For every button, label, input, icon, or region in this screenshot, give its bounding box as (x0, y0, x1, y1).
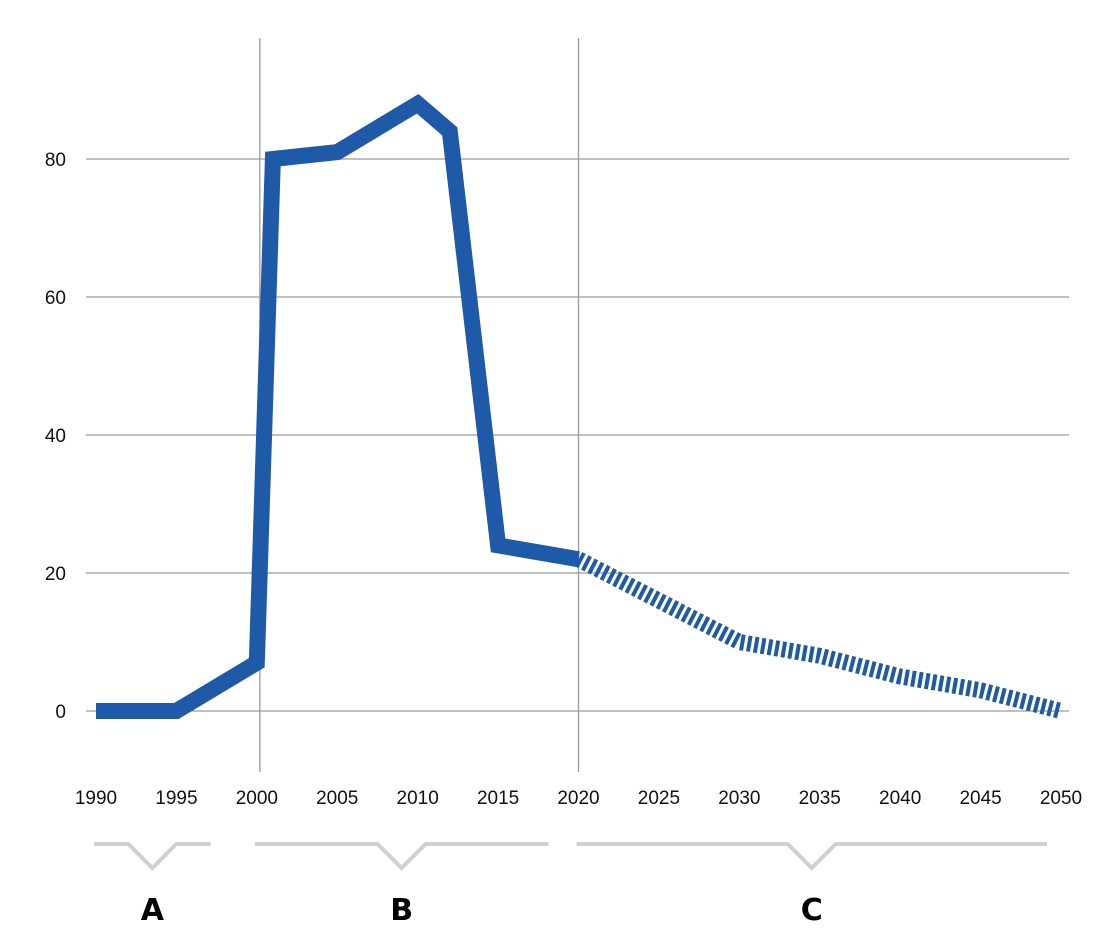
y-axis-ticks: 0 20 40 60 80 (45, 150, 66, 723)
x-tick-label: 1990 (75, 788, 117, 809)
period-brace (94, 842, 211, 871)
y-tick-label: 0 (55, 702, 66, 723)
x-tick-label: 2025 (638, 788, 680, 809)
period-label: C (801, 893, 823, 928)
grid-lines (86, 158, 1069, 712)
x-tick-label: 1995 (155, 788, 197, 809)
x-tick-label: 2030 (718, 788, 760, 809)
y-tick-label: 20 (45, 564, 66, 585)
period-braces (94, 842, 1047, 871)
period-brace (254, 842, 549, 871)
y-tick-label: 40 (45, 426, 66, 447)
x-axis-ticks: 1990 1995 2000 2005 2010 2015 2020 2025 2030 2035… (75, 788, 1082, 809)
x-tick-label: 2000 (236, 788, 278, 809)
x-tick-label: 2040 (879, 788, 921, 809)
period-labels: A B C (141, 893, 823, 928)
x-tick-label: 2045 (959, 788, 1001, 809)
projection-line (574, 552, 1063, 719)
period-brace (576, 842, 1047, 871)
period-label: B (390, 893, 413, 928)
historical-line (96, 93, 580, 719)
x-tick-label: 2020 (557, 788, 599, 809)
x-tick-label: 2035 (799, 788, 841, 809)
series-lines (96, 93, 1063, 719)
x-tick-label: 2010 (397, 788, 439, 809)
x-tick-label: 2005 (316, 788, 358, 809)
x-tick-label: 2015 (477, 788, 519, 809)
y-tick-label: 80 (45, 150, 66, 171)
x-tick-label: 2050 (1040, 788, 1082, 809)
y-tick-label: 60 (45, 288, 66, 309)
period-label: A (141, 893, 165, 928)
